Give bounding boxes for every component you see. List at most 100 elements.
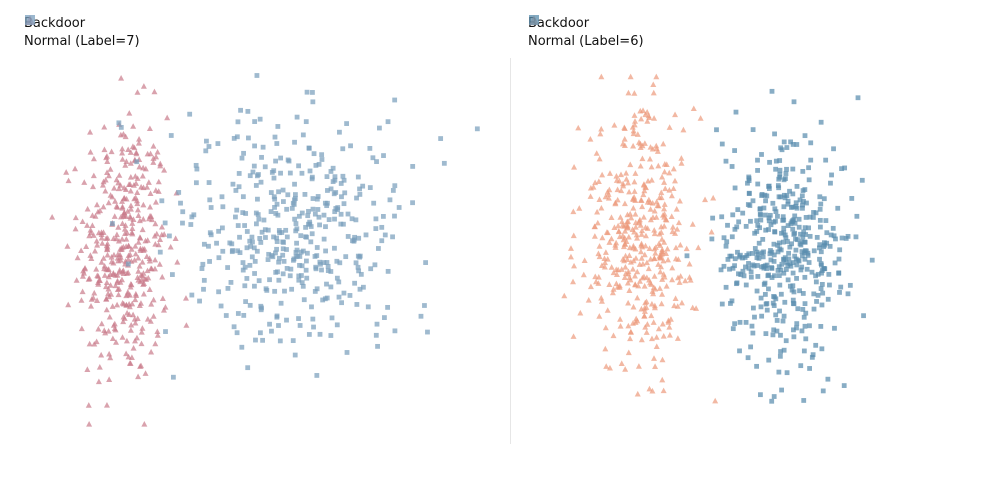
- scatter-point: [227, 240, 233, 246]
- scatter-point: [334, 275, 340, 281]
- scatter-point: [729, 234, 735, 240]
- scatter-point: [781, 192, 787, 198]
- scatter-point: [89, 222, 96, 228]
- scatter-point: [786, 256, 792, 262]
- scatter-point: [123, 350, 130, 357]
- scatter-point: [657, 242, 664, 248]
- scatter-point: [785, 223, 791, 228]
- scatter-point: [159, 295, 166, 302]
- scatter-point: [758, 212, 764, 218]
- scatter-point: [188, 222, 194, 227]
- scatter-point: [90, 155, 97, 162]
- scatter-point: [627, 73, 634, 80]
- scatter-point: [672, 244, 679, 251]
- scatter-point: [242, 283, 248, 289]
- scatter-point: [763, 227, 769, 233]
- scatter-point: [87, 129, 94, 135]
- scatter-point: [570, 232, 577, 239]
- scatter-point: [293, 192, 298, 197]
- scatter-point: [312, 211, 318, 217]
- scatter-point: [333, 206, 339, 211]
- scatter-point: [771, 394, 777, 399]
- scatter-point: [814, 299, 819, 304]
- scatter-point: [380, 214, 386, 219]
- scatter-point: [662, 250, 669, 256]
- scatter-point: [710, 215, 716, 221]
- scatter-point: [248, 244, 254, 249]
- scatter-point: [765, 273, 771, 279]
- scatter-point: [252, 283, 257, 289]
- scatter-point: [296, 277, 302, 283]
- scatter-point: [776, 194, 782, 200]
- scatter-point: [782, 299, 788, 305]
- scatter-point: [809, 354, 815, 360]
- scatter-point: [637, 107, 644, 114]
- scatter-point: [220, 225, 225, 231]
- scatter-point: [634, 390, 641, 397]
- scatter-point: [131, 256, 138, 263]
- scatter-point: [107, 166, 114, 172]
- scatter-point: [262, 164, 268, 170]
- scatter-point: [438, 136, 444, 141]
- scatter-point: [115, 291, 122, 298]
- scatter-point: [766, 357, 772, 363]
- scatter-point: [661, 211, 668, 217]
- scatter-point: [129, 300, 136, 307]
- scatter-point: [91, 340, 98, 347]
- scatter-point: [390, 188, 396, 193]
- scatter-point: [174, 259, 181, 265]
- scatter-point: [666, 169, 673, 176]
- scatter-point: [136, 217, 143, 224]
- scatter-point: [799, 253, 805, 259]
- scatter-point: [244, 245, 250, 251]
- scatter-point: [267, 321, 272, 327]
- scatter-point: [632, 281, 639, 287]
- scatter-point: [120, 130, 127, 137]
- scatter-point: [631, 90, 638, 96]
- scatter-point: [272, 288, 278, 294]
- scatter-point: [658, 236, 665, 242]
- scatter-point: [758, 295, 764, 301]
- scatter-point: [309, 304, 314, 310]
- scatter-point: [150, 142, 157, 149]
- scatter-point: [794, 142, 800, 147]
- scatter-point: [234, 330, 240, 336]
- scatter-point: [63, 169, 70, 175]
- scatter-point: [199, 266, 205, 271]
- scatter-point: [79, 273, 86, 279]
- scatter-point: [230, 181, 236, 187]
- scatter-point: [755, 222, 761, 228]
- scatter-point: [270, 254, 276, 260]
- scatter-point: [316, 214, 322, 220]
- scatter-point: [146, 255, 153, 261]
- scatter-point: [256, 216, 262, 222]
- scatter-point: [642, 299, 649, 306]
- scatter-point: [136, 135, 143, 142]
- scatter-point: [259, 154, 264, 160]
- scatter-point: [695, 244, 702, 251]
- scatter-point: [783, 338, 789, 344]
- scatter-point: [109, 303, 116, 309]
- scatter-point: [628, 214, 635, 221]
- scatter-point: [110, 221, 115, 226]
- scatter-point: [291, 202, 297, 207]
- scatter-point: [305, 213, 311, 219]
- scatter-point: [646, 155, 653, 162]
- scatter-point: [770, 300, 776, 306]
- scatter-point: [100, 255, 107, 261]
- scatter-point: [593, 278, 600, 285]
- scatter-point: [316, 161, 322, 167]
- scatter-point: [148, 265, 155, 272]
- scatter-point: [776, 369, 782, 375]
- scatter-point: [606, 239, 613, 245]
- scatter-point: [338, 181, 344, 186]
- scatter-point: [802, 239, 807, 245]
- scatter-point: [766, 218, 772, 224]
- scatter-point: [280, 252, 286, 258]
- scatter-point: [64, 243, 71, 249]
- scatter-point: [111, 185, 118, 191]
- scatter-point: [107, 282, 114, 288]
- scatter-point: [771, 327, 777, 333]
- scatter-point: [649, 288, 656, 294]
- scatter-point: [138, 271, 145, 278]
